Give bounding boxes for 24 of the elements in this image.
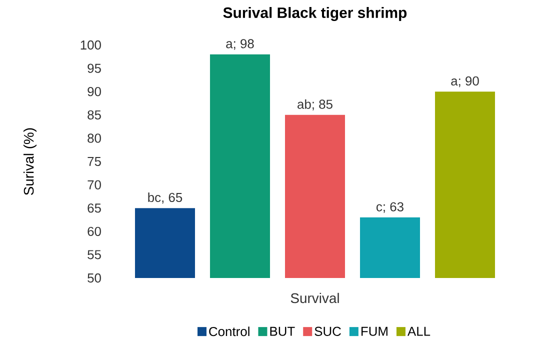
y-tick-label: 55 [88, 250, 101, 260]
data-label: a; 90 [451, 76, 479, 88]
y-tick-label: 65 [88, 204, 101, 213]
y-tick-label: 85 [88, 110, 101, 120]
x-axis-title: Survival [290, 292, 339, 304]
y-tick-label: 95 [88, 64, 101, 73]
data-label: c; 63 [376, 202, 404, 213]
legend-label: ALL [408, 326, 430, 336]
y-axis-title: Surival (%) [24, 128, 36, 195]
y-tick-label: 70 [88, 180, 101, 190]
y-tick-label: 50 [88, 273, 101, 283]
y-tick-label: 100 [80, 40, 101, 50]
y-tick-label: 80 [88, 134, 101, 143]
legend-label: Control [209, 326, 250, 336]
data-label: a; 98 [226, 39, 254, 50]
y-tick-label: 60 [88, 226, 101, 236]
data-label: ab; 85 [298, 99, 332, 110]
y-tick-label: 90 [88, 87, 101, 96]
data-label: bc, 65 [148, 192, 182, 204]
y-tick-label: 75 [88, 156, 101, 166]
chart-title: Surival Black tiger shrimp [223, 7, 407, 22]
legend-label: BUT [270, 326, 295, 336]
legend-label: FUM [361, 326, 388, 336]
legend-label: SUC [314, 326, 341, 336]
